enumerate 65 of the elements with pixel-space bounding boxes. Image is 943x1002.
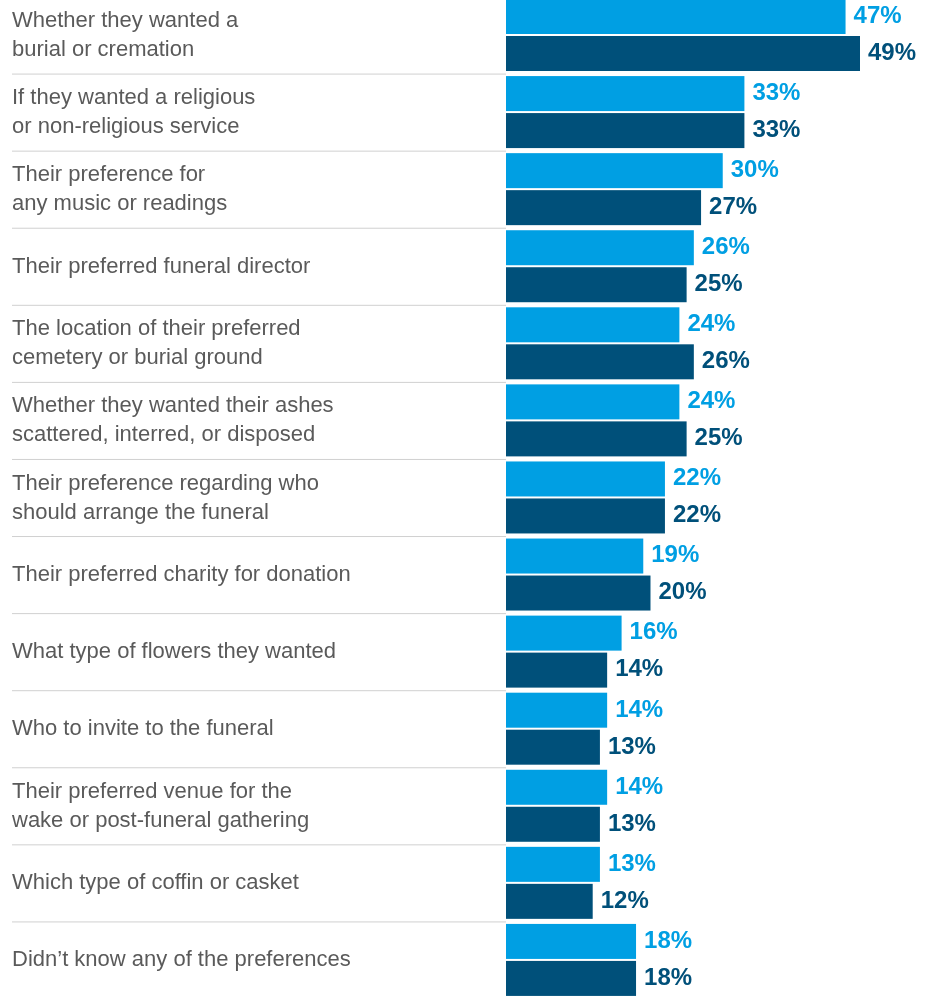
y-tick-label: Their preferred charity for donation xyxy=(12,560,351,586)
data-label: 33% xyxy=(752,114,801,142)
data-label: 24% xyxy=(687,386,736,414)
data-label: 25% xyxy=(694,269,743,297)
bar xyxy=(506,923,637,959)
bar xyxy=(506,692,608,728)
data-label: 22% xyxy=(672,500,721,528)
y-tick-label: If they wanted a religious or non-religious service xyxy=(12,83,256,138)
bar xyxy=(506,575,651,611)
data-label: 14% xyxy=(615,771,664,799)
bar xyxy=(506,461,665,497)
bar xyxy=(506,153,723,189)
data-label: 19% xyxy=(651,540,700,568)
data-label: 33% xyxy=(752,77,801,105)
bar xyxy=(506,960,637,996)
data-label: 14% xyxy=(615,654,664,682)
bar xyxy=(506,113,745,149)
y-tick-label: Their preference for any music or readings xyxy=(12,161,228,215)
data-label: 13% xyxy=(607,848,656,876)
y-tick-label: The location of their preferred cemetery or burial ground xyxy=(12,315,301,370)
bar xyxy=(506,307,680,343)
data-label: 13% xyxy=(607,808,656,836)
data-label: 26% xyxy=(701,232,750,260)
data-label: 20% xyxy=(658,577,707,605)
bar xyxy=(506,36,860,71)
bar xyxy=(506,806,600,842)
bar xyxy=(506,883,593,919)
bar xyxy=(506,230,694,266)
bar xyxy=(506,76,745,112)
data-label: 16% xyxy=(629,617,678,645)
data-label: 22% xyxy=(672,463,721,491)
data-label: 47% xyxy=(853,0,902,28)
data-label: 49% xyxy=(868,37,917,65)
data-label: 18% xyxy=(644,925,693,953)
bar xyxy=(506,615,622,651)
y-tick-label: Whether they wanted a burial or cremation xyxy=(12,6,240,61)
data-label: 24% xyxy=(687,309,736,337)
y-tick-label: Their preferred funeral director xyxy=(12,252,311,278)
y-tick-label: Didn’t know any of the preferences xyxy=(12,946,351,972)
bar xyxy=(506,652,608,688)
bar xyxy=(506,421,687,457)
bar xyxy=(506,769,608,805)
bar xyxy=(506,538,644,574)
data-label: 12% xyxy=(600,885,649,913)
bar xyxy=(506,190,702,226)
bar xyxy=(506,384,680,420)
data-label: 30% xyxy=(730,155,779,182)
bar xyxy=(506,267,687,303)
y-tick-label: Their preferred venue for the wake or post-funeral gathering xyxy=(11,777,310,832)
y-tick-label: Who to invite to the funeral xyxy=(12,715,274,741)
data-label: 26% xyxy=(701,346,750,374)
y-tick-label: Whether they wanted their ashes scattered, interred, or disposed xyxy=(12,392,334,447)
bar xyxy=(506,498,665,534)
bar xyxy=(506,846,600,882)
bar xyxy=(506,729,600,765)
data-label: 25% xyxy=(694,423,743,451)
data-label: 13% xyxy=(607,731,656,759)
data-label: 27% xyxy=(709,192,758,219)
y-tick-label: What type of flowers they wanted xyxy=(12,637,337,663)
y-tick-label: Their preference regarding who should arrange the funeral xyxy=(12,469,319,524)
data-label: 14% xyxy=(615,694,664,722)
bar xyxy=(506,0,846,34)
y-tick-label: Which type of coffin or casket xyxy=(12,869,299,895)
bar xyxy=(506,344,694,380)
data-label: 18% xyxy=(644,962,693,990)
